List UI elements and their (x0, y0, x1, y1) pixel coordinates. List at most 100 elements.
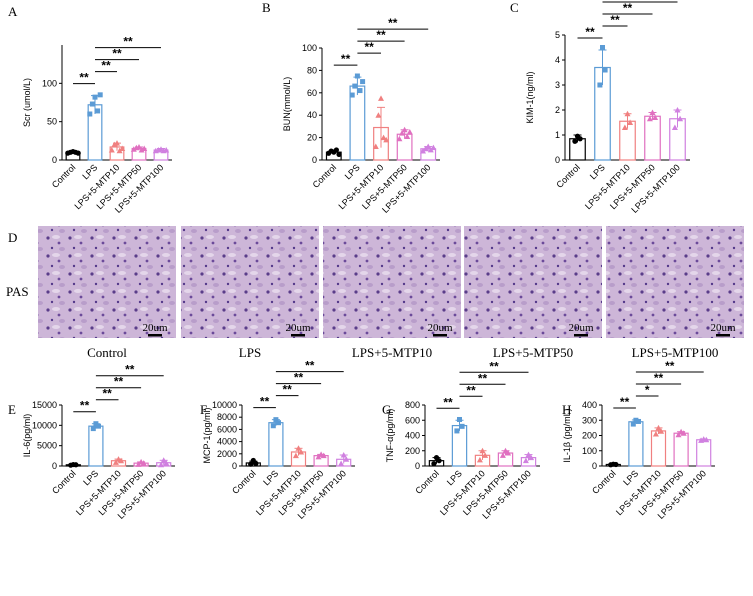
data-point (352, 83, 358, 89)
significance-label: ** (101, 59, 111, 73)
significance-label: ** (665, 359, 675, 373)
data-point (320, 452, 327, 459)
bar (628, 421, 644, 467)
y-tick-label: 0 (592, 461, 597, 471)
data-point (383, 136, 390, 143)
bar (673, 432, 689, 467)
data-point (130, 146, 137, 152)
data-point (671, 124, 678, 130)
x-tick-label: Control (50, 162, 78, 190)
stain-label: PAS (6, 284, 29, 299)
y-tick-label: 200 (582, 431, 597, 441)
data-point (646, 115, 653, 122)
data-point (425, 143, 432, 150)
data-point (292, 452, 299, 459)
significance-label: ** (620, 395, 630, 409)
y-tick-label: 5000 (37, 441, 57, 451)
data-point (624, 110, 631, 117)
x-tick-label: LPS (445, 468, 464, 487)
y-tick-label: 200 (405, 446, 420, 456)
y-tick-label: 300 (582, 415, 597, 425)
y-axis-label: KIM-1(ng/ml) (525, 71, 535, 123)
y-tick-label: 100 (42, 78, 57, 88)
data-point (338, 460, 345, 467)
data-point (406, 129, 413, 135)
y-tick-label: 0 (232, 461, 237, 471)
data-point (295, 445, 302, 451)
data-point (525, 451, 532, 458)
significance-label: ** (654, 371, 664, 385)
image-caption: LPS+5-MTP10 (352, 345, 432, 360)
data-point (652, 114, 659, 120)
data-point (140, 460, 147, 466)
data-point (597, 82, 603, 88)
image-caption: LPS (239, 345, 261, 360)
data-point (457, 416, 462, 422)
significance-label: ** (125, 363, 135, 377)
significance-label: ** (283, 383, 293, 397)
data-point (655, 424, 662, 431)
y-tick-label: 4000 (217, 437, 237, 447)
y-tick-label: 800 (405, 400, 420, 410)
significance-label: ** (388, 16, 398, 30)
panel-label: G (382, 402, 391, 417)
data-point (528, 454, 535, 461)
data-point (97, 92, 103, 98)
data-point (372, 143, 379, 150)
data-point (141, 145, 148, 151)
y-axis-label: IL-6(pg/ml) (22, 414, 32, 458)
y-tick-label: 100 (582, 446, 597, 456)
significance-label: ** (376, 28, 386, 42)
data-point (401, 126, 408, 133)
y-axis-label: Scr (umol/L) (22, 78, 32, 127)
x-tick-label: LPS (81, 468, 100, 487)
x-tick-label: LPS (80, 162, 99, 181)
data-point (276, 420, 281, 426)
significance-label: ** (466, 383, 476, 397)
data-point (436, 458, 442, 464)
bar (268, 422, 284, 467)
x-tick-label: LPS (588, 162, 607, 181)
data-point (340, 452, 347, 458)
data-point (652, 430, 659, 437)
significance-label: ** (305, 359, 315, 373)
data-point (627, 119, 634, 125)
significance-label: ** (260, 395, 270, 409)
data-point (658, 428, 665, 434)
histology-image (464, 226, 602, 338)
scale-bar (574, 334, 588, 337)
data-point (96, 423, 101, 429)
data-point (75, 150, 81, 156)
data-point (118, 457, 125, 464)
significance-label: * (645, 383, 650, 397)
x-tick-label: LPS (343, 162, 362, 181)
data-point (482, 452, 489, 458)
data-point (270, 423, 276, 429)
data-point (360, 79, 366, 85)
data-point (675, 431, 682, 438)
data-point (621, 124, 628, 130)
data-point (522, 457, 529, 464)
significance-label: ** (489, 359, 499, 373)
data-point (375, 112, 382, 118)
panel-label: D (8, 230, 17, 245)
significance-label: ** (623, 1, 633, 15)
panel-label: A (8, 4, 18, 19)
data-point (273, 417, 279, 423)
data-point (613, 461, 619, 468)
histology-panel: D PAS 20um Control 20um LPS 20um LPS+5-MTP10 20u… (6, 226, 744, 360)
significance-label: ** (112, 47, 122, 61)
panel-label: C (510, 0, 519, 15)
histology-image (606, 226, 744, 338)
y-tick-label: 600 (405, 415, 420, 425)
data-point (357, 88, 363, 94)
data-point (119, 145, 126, 151)
data-point (396, 135, 403, 142)
data-point (459, 423, 465, 429)
y-tick-label: 2 (555, 105, 560, 115)
data-point (158, 461, 165, 468)
data-point (333, 147, 339, 153)
data-point (572, 138, 578, 144)
significance-label: ** (635, 0, 645, 3)
y-tick-label: 50 (47, 117, 57, 127)
